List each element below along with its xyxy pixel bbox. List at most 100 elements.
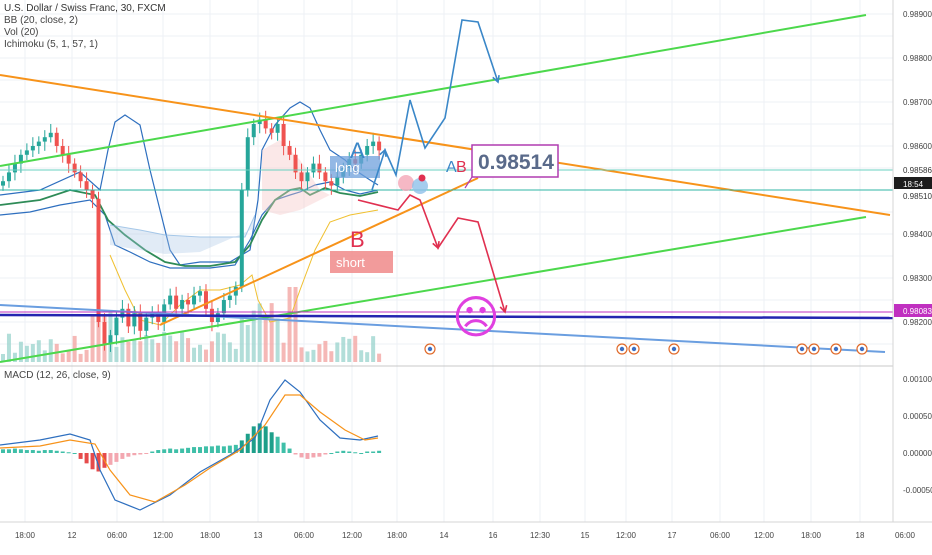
macd-legend[interactable]: MACD (12, 26, close, 9) [4, 370, 111, 381]
candle-body [377, 141, 382, 151]
lower-green-channel [0, 216, 867, 363]
long-box [330, 156, 380, 178]
volume-bar [1, 354, 5, 362]
candle-body [299, 172, 304, 182]
price-callout-box [471, 144, 559, 178]
volume-bar [174, 341, 179, 362]
navy-horizontal-line [0, 313, 894, 320]
macd-hist-bar [251, 426, 256, 453]
macd-hist-bar [371, 451, 376, 453]
macd-hist-bar [12, 448, 17, 453]
volume-bar [198, 344, 203, 362]
letter-a: A [350, 138, 365, 163]
candle-body [66, 154, 71, 164]
candle-body [192, 295, 197, 305]
candle-body [198, 291, 203, 296]
volume-bar [215, 332, 220, 362]
macd-hist-bar [263, 426, 268, 453]
volume-bar [311, 349, 316, 362]
blue-arrowhead [379, 148, 387, 158]
event-marker-dot [859, 346, 865, 352]
candle-body [275, 124, 280, 133]
macd-hist-bar [293, 453, 298, 455]
event-marker-dot [619, 346, 625, 352]
volume-bar [365, 352, 370, 362]
candle-body [174, 295, 179, 309]
macd-hist-bar [60, 451, 65, 453]
volume-bar [281, 342, 286, 362]
candle-body [281, 124, 286, 146]
candle-body [263, 119, 268, 129]
macd-hist-bar [1, 449, 5, 453]
macd-pane [0, 379, 382, 511]
time-tick-label: 16 [489, 531, 498, 540]
volume-bar [12, 352, 17, 362]
time-tick-label: 12:30 [530, 531, 551, 540]
red-arrowhead [432, 240, 440, 250]
candle-body [323, 172, 328, 182]
macd-hist-bar [233, 444, 238, 453]
trendlines[interactable] [0, 14, 894, 363]
volume-bar [24, 345, 29, 362]
macd-hist-bar [162, 449, 167, 453]
macd-hist-bar [221, 446, 226, 453]
time-tick-label: 15 [581, 531, 590, 540]
macd-hist-bar [317, 453, 322, 457]
time-tick-label: 12:00 [342, 531, 363, 540]
price-axis-bg [893, 0, 932, 550]
blue-arrowhead [492, 74, 500, 84]
macd-tick-label: -0.00050 [903, 486, 932, 495]
volume-bar [245, 325, 250, 362]
candle-body [257, 119, 262, 124]
macd-hist-bar [209, 446, 214, 453]
price-tag [894, 304, 932, 317]
candle-body [60, 146, 65, 155]
price-tag [894, 189, 932, 202]
volume-bar [353, 335, 358, 362]
volume-bar [341, 336, 346, 362]
candle-body [54, 132, 59, 146]
orange-resistance-line [0, 74, 891, 216]
macd-tick-label: 0.00100 [903, 375, 932, 384]
volume-bar [144, 334, 149, 362]
bb-indicator-label[interactable]: BB (20, close, 2) [4, 15, 78, 26]
volume-bar [209, 341, 214, 362]
macd-hist-bar [36, 450, 41, 453]
macd-line [0, 379, 379, 511]
volume-bar [317, 344, 322, 362]
macd-hist-bar [186, 447, 191, 453]
short-label: short [336, 255, 365, 270]
volume-bar [42, 350, 47, 362]
candle-body [156, 313, 161, 322]
macd-signal [0, 394, 379, 503]
vol-indicator-label[interactable]: Vol (20) [4, 27, 39, 38]
macd-hist-bar [257, 423, 262, 453]
macd-hist-bar [54, 450, 59, 453]
price-tick-label: 0.98200 [903, 318, 932, 327]
candle-body [96, 198, 101, 322]
candle-body [36, 141, 41, 146]
macd-hist-bar [126, 453, 131, 457]
symbol-title: U.S. Dollar / Swiss Franc, 30, FXCM [4, 3, 166, 14]
candle-body [335, 176, 340, 186]
volume-bar [84, 349, 89, 362]
macd-hist-bar [138, 453, 143, 455]
macd-hist-bar [48, 450, 53, 453]
price-tick-label: 0.98700 [903, 98, 932, 107]
ichimoku-cloud [110, 215, 255, 254]
candle-body [203, 291, 208, 309]
long-label: long [335, 160, 360, 175]
macd-tick-label: 0.00000 [903, 449, 932, 458]
volume-bar [36, 340, 41, 362]
event-marker-dot [811, 346, 817, 352]
volume-bar [168, 335, 173, 362]
ichimoku-indicator-label[interactable]: Ichimoku (5, 1, 57, 1) [4, 39, 98, 50]
macd-hist-bar [180, 448, 185, 453]
price-tag-label: 0.98586 [903, 166, 932, 175]
volume-bar [120, 337, 125, 362]
volume-bar [203, 349, 208, 362]
event-marker-dot [799, 346, 805, 352]
